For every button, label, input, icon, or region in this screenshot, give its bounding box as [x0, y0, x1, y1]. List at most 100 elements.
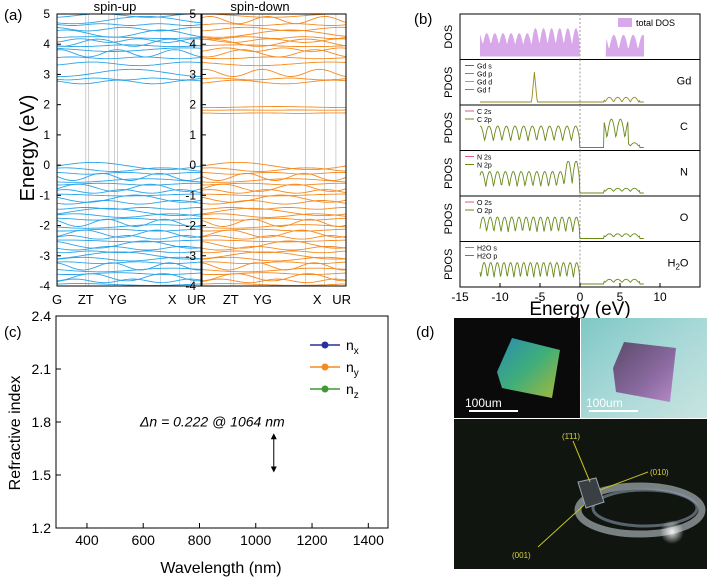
face-label-001: (001): [512, 551, 531, 560]
band-line: [201, 77, 347, 81]
band-line: [56, 38, 202, 47]
legend-label: N 2s: [477, 155, 492, 162]
crystal-body: [577, 477, 605, 509]
delta-annotation: Δn = 0.222 @ 1064 nm: [139, 413, 285, 429]
y-tick-label: 2.4: [32, 308, 52, 324]
band-line: [201, 183, 347, 192]
band-line: [56, 193, 201, 197]
x-tick-label: 400: [75, 532, 99, 548]
spin-down-title: spin-down: [230, 0, 289, 14]
band-line: [56, 262, 202, 271]
pdos-xtick-label: 10: [653, 290, 667, 304]
kpoint-label: X: [168, 292, 177, 307]
band-ytick-left: -3: [39, 249, 50, 263]
kpoint-label: UR: [332, 292, 351, 307]
legend-label: Gd s: [477, 64, 492, 71]
band-line: [56, 172, 202, 181]
band-line: [201, 189, 347, 194]
legend-marker: [321, 341, 329, 349]
legend-label: Gd f: [477, 88, 490, 95]
pdos-ylabel: PDOS: [443, 203, 455, 234]
band-line: [201, 44, 347, 48]
band-line: [201, 229, 347, 238]
band-line: [56, 77, 202, 81]
band-line: [56, 13, 201, 18]
legend-label: Gd d: [477, 80, 492, 87]
panel-c-label: (c): [4, 324, 22, 341]
scale-label-left: 100um: [465, 396, 502, 410]
band-line: [201, 182, 347, 186]
band-line: [201, 79, 347, 85]
legend-label: H2O s: [477, 246, 497, 253]
band-ytick-right: 2: [189, 98, 196, 112]
legend-label: ny: [346, 359, 359, 379]
band-ytick-right: -3: [185, 249, 196, 263]
band-line: [201, 245, 347, 251]
pdos-line: [480, 72, 644, 103]
kpoint-label: X: [313, 292, 322, 307]
pdos-rows: DOS total DOS PDOS Gd sGd pGd dGd f Gd PDOS C …: [443, 13, 701, 288]
pdos-ylabel: PDOS: [443, 249, 455, 280]
spin-up-title: spin-up: [94, 0, 137, 14]
band-kpoints: G ZT YG X UR ZT YG X UR: [52, 292, 351, 307]
band-line: [56, 49, 202, 58]
x-tick-label: 600: [132, 532, 156, 548]
band-line: [56, 167, 202, 172]
band-line: [201, 68, 347, 77]
band-ytick-right: 1: [189, 128, 196, 142]
pdos-xtick-label: 5: [617, 290, 624, 304]
band-line: [201, 235, 347, 240]
band-line: [201, 171, 346, 175]
pdos-line: [479, 161, 644, 194]
band-line: [56, 68, 202, 78]
pdos-xtick-label: 0: [577, 290, 584, 304]
band-line: [201, 193, 346, 197]
band-line: [56, 61, 202, 67]
pdos-tag: H2O: [668, 257, 689, 271]
band-line: [56, 278, 202, 284]
band-line: [56, 213, 202, 218]
band-ytick-left: 5: [43, 7, 50, 21]
scale-label-right: 100um: [586, 396, 623, 410]
band-line: [56, 38, 202, 43]
band-line: [201, 207, 347, 217]
legend-label: H2O p: [477, 254, 497, 261]
band-ytick-right: 5: [189, 7, 196, 21]
panel-b: (b) DOS total DOS PDOS Gd sGd pGd dGd f Gd PD…: [414, 11, 701, 320]
legend-marker: [321, 385, 329, 393]
refractive-index-chart: 400 600 800 1000 1200 14001.21.51.82.12.4nxny…: [32, 308, 389, 548]
band-line: [56, 267, 202, 273]
band-line: [201, 167, 347, 172]
band-line: [201, 278, 347, 284]
band-line: [56, 44, 202, 48]
band-line: [56, 194, 202, 203]
band-line: [201, 36, 347, 39]
band-ytick-right: 3: [189, 67, 196, 81]
band-line: [56, 171, 201, 175]
band-line: [56, 207, 202, 217]
legend-label: C 2p: [477, 117, 492, 124]
face-line-001: [537, 504, 585, 548]
band-line: [56, 245, 202, 251]
legend-label: nx: [346, 337, 359, 357]
legend-name: n: [346, 359, 354, 375]
legend-label: O 2p: [477, 208, 492, 215]
face-label-111: (1̄11): [562, 432, 580, 441]
band-ytick-left: 1: [43, 128, 50, 142]
band-ytick-left: 2: [43, 98, 50, 112]
delta-arrow-head: [270, 466, 277, 473]
panel-d: (d) 100um 100um (1̄11) (010) (001): [416, 318, 707, 569]
band-ytick-left: 4: [43, 37, 50, 51]
band-line: [201, 23, 347, 26]
kpoint-label: ZT: [78, 292, 94, 307]
face-line-111: [572, 440, 591, 483]
legend-label: O 2s: [477, 200, 492, 207]
band-line: [201, 61, 347, 67]
panel-c-xlabel: Wavelength (nm): [160, 560, 281, 577]
spin-up-band-plot: [56, 13, 202, 287]
band-line: [201, 194, 347, 203]
band-yticks: 5 5 4 4 3 3 2 2 1 1 0 0 -1 -1 -2 -2 -3 -3 -4 -4: [39, 7, 206, 293]
crystal-photo: [454, 419, 707, 569]
band-line: [201, 200, 347, 205]
band-line: [56, 224, 202, 229]
